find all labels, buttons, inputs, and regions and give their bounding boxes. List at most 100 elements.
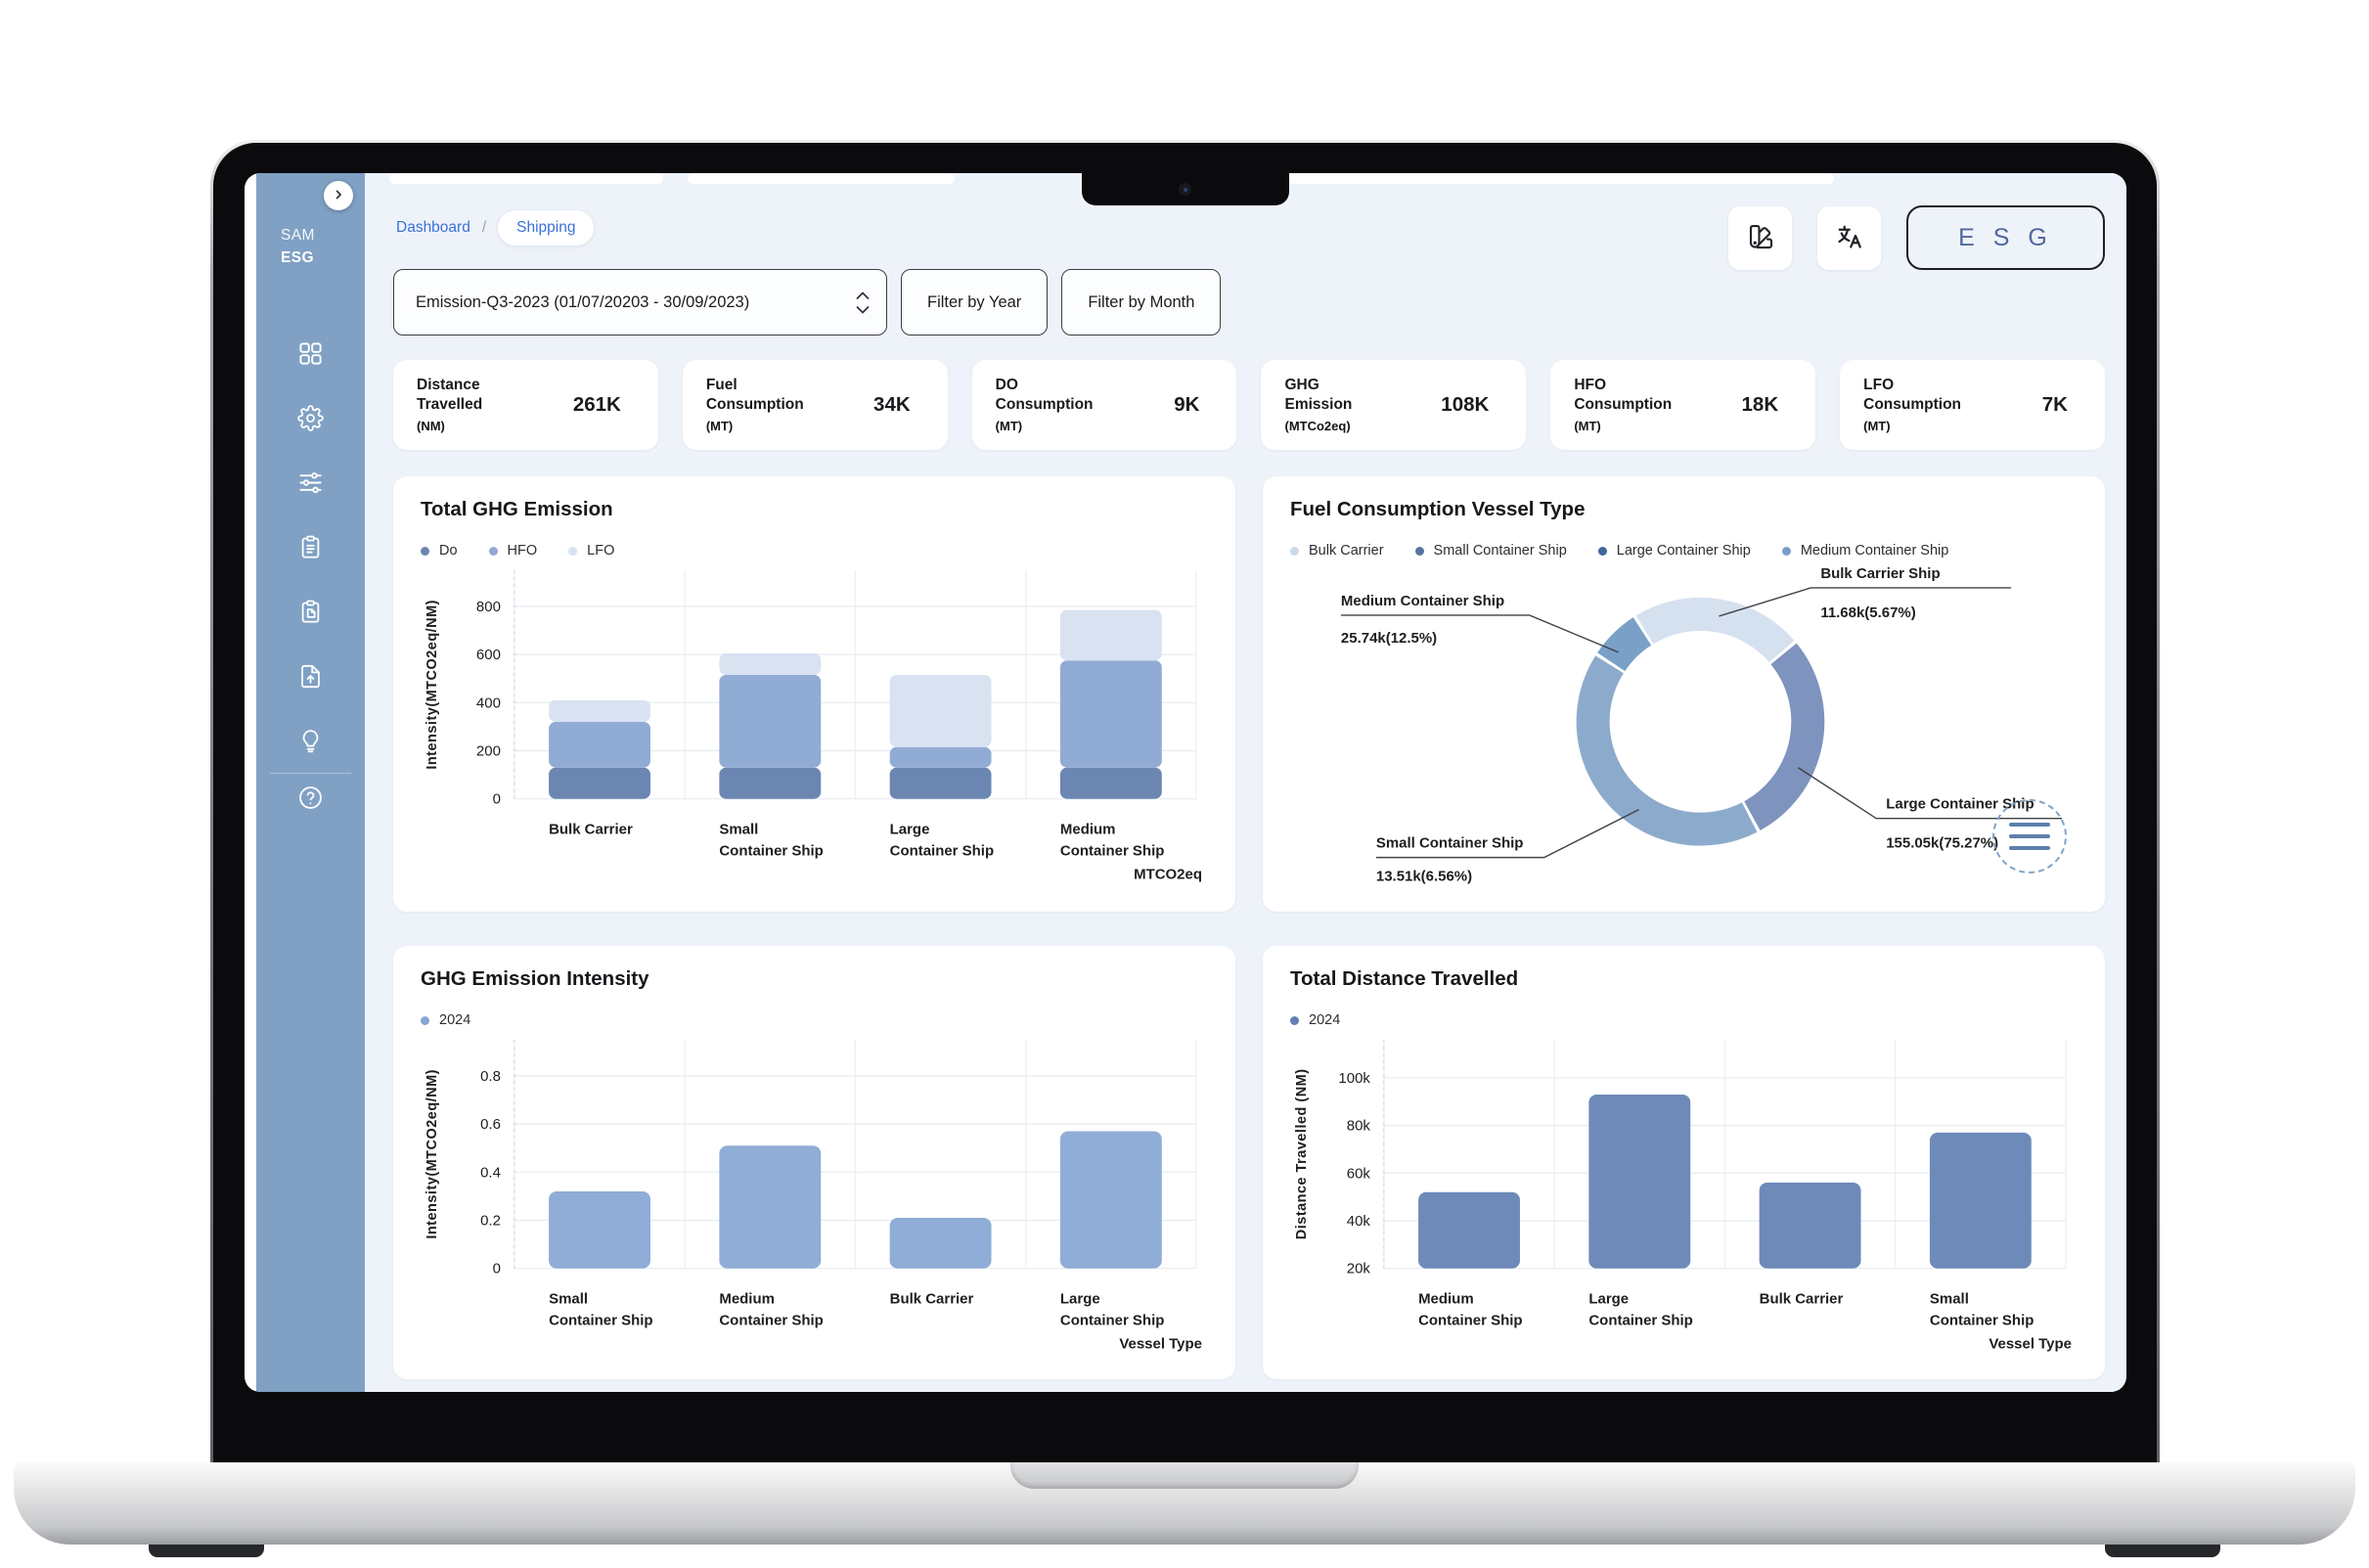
svg-text:Container Ship: Container Ship bbox=[1418, 1313, 1522, 1329]
sidebar-item-insights[interactable] bbox=[297, 729, 324, 755]
chart-legend: Bulk Carrier Small Container Ship Large … bbox=[1290, 543, 2078, 559]
laptop-lid: SAM ESG bbox=[210, 140, 2160, 1462]
kpi-unit: (MTCo2eq) bbox=[1284, 418, 1351, 433]
svg-text:Intensity(MTCO2eq/NM): Intensity(MTCO2eq/NM) bbox=[425, 1069, 440, 1239]
brand-line2: ESG bbox=[281, 248, 314, 266]
kpi-unit: (NM) bbox=[417, 418, 445, 433]
svg-text:Large Container Ship: Large Container Ship bbox=[1886, 796, 2034, 813]
translate-button[interactable] bbox=[1817, 205, 1881, 270]
legend-label: Bulk Carrier bbox=[1309, 543, 1384, 559]
brand-logo: SAM ESG bbox=[281, 228, 315, 265]
legend-label: Do bbox=[439, 543, 458, 559]
charts-row-2: GHG Emission Intensity 2024 0 0.2 0.4 0.6 0.… bbox=[393, 946, 2105, 1379]
kpi-label: HFO Consumption bbox=[1574, 376, 1673, 414]
period-dropdown-value: Emission-Q3-2023 (01/07/20203 - 30/09/20… bbox=[416, 292, 750, 311]
total-ghg-emission-card: Total GHG Emission Do HFO LFO 0 200 400 600… bbox=[393, 476, 1235, 912]
svg-text:0.4: 0.4 bbox=[480, 1164, 501, 1181]
kpi-do-consumption: DO Consumption (MT) 9K bbox=[971, 360, 1237, 450]
svg-text:Small: Small bbox=[1930, 1291, 1969, 1308]
svg-text:60k: 60k bbox=[1347, 1165, 1371, 1182]
svg-text:800: 800 bbox=[476, 599, 501, 615]
sidebar-item-filters[interactable] bbox=[297, 470, 324, 497]
svg-text:Small: Small bbox=[549, 1291, 588, 1308]
svg-text:100k: 100k bbox=[1338, 1070, 1370, 1087]
ghg-emission-intensity-card: GHG Emission Intensity 2024 0 0.2 0.4 0.6 0.… bbox=[393, 946, 1235, 1379]
svg-text:Intensity(MTCO2eq/NM): Intensity(MTCO2eq/NM) bbox=[425, 600, 440, 770]
breadcrumb-dashboard[interactable]: Dashboard bbox=[396, 219, 470, 236]
svg-text:Container Ship: Container Ship bbox=[890, 843, 994, 860]
background-card-remnant bbox=[389, 173, 663, 184]
sidebar-item-help[interactable] bbox=[297, 785, 324, 812]
chart-title: Total GHG Emission bbox=[421, 498, 613, 520]
svg-text:80k: 80k bbox=[1347, 1118, 1371, 1135]
esg-button[interactable]: E S G bbox=[1906, 205, 2105, 270]
kpi-row: Distance Travelled (NM) 261K Fuel Consump… bbox=[393, 360, 2105, 450]
svg-text:40k: 40k bbox=[1347, 1213, 1371, 1230]
hamburger-menu-icon bbox=[2009, 823, 2050, 827]
legend-dot bbox=[1597, 546, 1607, 556]
svg-text:Bulk Carrier: Bulk Carrier bbox=[549, 822, 633, 838]
chart-menu-button[interactable] bbox=[1992, 799, 2067, 874]
svg-text:13.51k(6.56%): 13.51k(6.56%) bbox=[1376, 869, 1472, 885]
legend-label: Small Container Ship bbox=[1433, 543, 1567, 559]
breadcrumb-separator: / bbox=[481, 219, 487, 236]
kpi-hfo-consumption: HFO Consumption (MT) 18K bbox=[1550, 360, 1816, 450]
filter-row: Emission-Q3-2023 (01/07/20203 - 30/09/20… bbox=[393, 269, 1222, 336]
webcam-icon bbox=[1179, 183, 1191, 196]
clipboard-file-icon bbox=[297, 599, 324, 628]
laptop-foot bbox=[149, 1545, 264, 1557]
svg-text:11.68k(5.67%): 11.68k(5.67%) bbox=[1820, 605, 1915, 621]
breadcrumb-shipping[interactable]: Shipping bbox=[498, 210, 595, 246]
legend-label: 2024 bbox=[1309, 1012, 1341, 1028]
sidebar-item-upload[interactable] bbox=[297, 664, 324, 691]
filter-by-year-button[interactable]: Filter by Year bbox=[901, 269, 1049, 336]
sidebar-item-dashboard[interactable] bbox=[297, 341, 324, 368]
svg-text:Container Ship: Container Ship bbox=[1060, 843, 1164, 860]
svg-text:Container Ship: Container Ship bbox=[1060, 1313, 1164, 1329]
kpi-unit: (MT) bbox=[995, 418, 1023, 433]
clipboard-list-icon bbox=[297, 534, 324, 563]
laptop-base bbox=[14, 1462, 2355, 1545]
legend-label: HFO bbox=[507, 543, 538, 559]
charts-row-1: Total GHG Emission Do HFO LFO 0 200 400 600… bbox=[393, 476, 2105, 912]
svg-text:0: 0 bbox=[493, 791, 501, 808]
sidebar-item-settings[interactable] bbox=[297, 404, 324, 434]
legend-dot bbox=[488, 546, 498, 556]
period-dropdown[interactable]: Emission-Q3-2023 (01/07/20203 - 30/09/20… bbox=[393, 269, 887, 336]
kpi-ghg-emission: GHG Emission (MTCo2eq) 108K bbox=[1261, 360, 1527, 450]
legend-label: Large Container Ship bbox=[1616, 543, 1751, 559]
svg-text:Large: Large bbox=[890, 822, 930, 838]
fuel-consumption-vessel-type-card: Fuel Consumption Vessel Type Bulk Carrie… bbox=[1263, 476, 2105, 912]
kpi-unit: (MT) bbox=[1574, 418, 1601, 433]
kpi-lfo-consumption: LFO Consumption (MT) 7K bbox=[1840, 360, 2105, 450]
svg-text:0.2: 0.2 bbox=[480, 1212, 501, 1229]
sliders-icon bbox=[297, 470, 324, 499]
settings-gear-icon bbox=[297, 404, 324, 434]
svg-text:Large: Large bbox=[1588, 1291, 1629, 1308]
sidebar-item-documents[interactable] bbox=[297, 600, 324, 626]
help-circle-icon bbox=[297, 784, 324, 814]
svg-text:Container Ship: Container Ship bbox=[719, 1313, 823, 1329]
distance-travelled-bar-chart: 20k 40k 60k 80k 100k Distance Travelled (NM) M… bbox=[1294, 1039, 2072, 1353]
svg-text:Container Ship: Container Ship bbox=[549, 1313, 652, 1329]
svg-text:Bulk Carrier: Bulk Carrier bbox=[890, 1291, 974, 1308]
sidebar-collapse-button[interactable] bbox=[324, 181, 353, 210]
svg-text:MTCO2eq: MTCO2eq bbox=[1134, 867, 1202, 883]
sidebar-item-reports[interactable] bbox=[297, 535, 324, 561]
legend-dot bbox=[568, 546, 578, 556]
chart-legend: 2024 bbox=[1290, 1012, 2078, 1028]
filter-by-month-button[interactable]: Filter by Month bbox=[1061, 269, 1222, 336]
translate-icon bbox=[1835, 222, 1864, 254]
svg-text:Vessel Type: Vessel Type bbox=[1989, 1336, 2072, 1353]
kpi-label: Distance Travelled bbox=[417, 376, 483, 414]
app-screen: SAM ESG bbox=[245, 173, 2126, 1392]
laptop-notch bbox=[1081, 173, 1289, 205]
legend-label: Medium Container Ship bbox=[1800, 543, 1949, 559]
svg-text:Bulk Carrier: Bulk Carrier bbox=[1760, 1291, 1844, 1308]
svg-text:25.74k(12.5%): 25.74k(12.5%) bbox=[1341, 630, 1437, 647]
theme-button[interactable] bbox=[1728, 205, 1792, 270]
chart-title: Fuel Consumption Vessel Type bbox=[1290, 498, 1586, 520]
dropdown-chevrons-icon bbox=[855, 291, 871, 314]
kpi-label: Fuel Consumption bbox=[705, 376, 804, 414]
legend-dot bbox=[1781, 546, 1791, 556]
